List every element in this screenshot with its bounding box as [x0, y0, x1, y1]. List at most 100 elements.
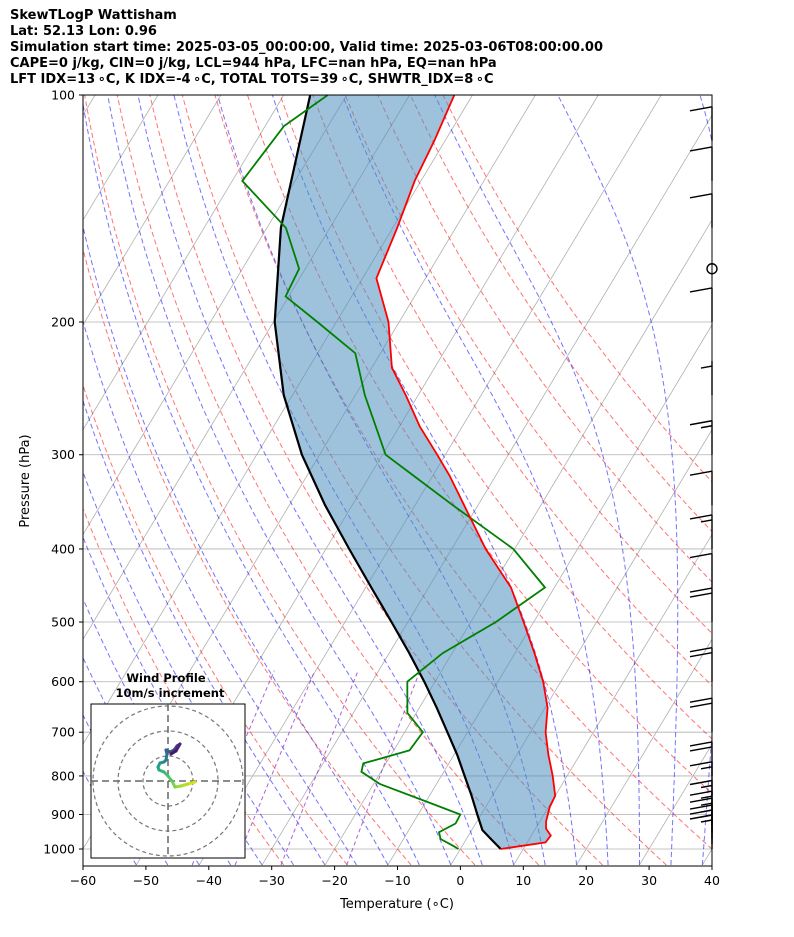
- barb-half: [700, 766, 713, 770]
- wind-barbs: [689, 106, 718, 849]
- cin-shading: [274, 95, 556, 849]
- barb-full: [689, 702, 713, 708]
- barb-full: [689, 647, 713, 653]
- isotherm: [83, 95, 96, 116]
- wind-barb: [689, 741, 713, 776]
- moist-adiabat: [271, 95, 578, 866]
- x-tick-label: −60: [70, 873, 96, 888]
- isotherm: [639, 743, 712, 866]
- y-axis-label: Pressure (hPa): [18, 434, 33, 527]
- x-axis-label: Temperature (∘C): [339, 897, 454, 912]
- barb-half: [700, 365, 713, 369]
- axes: −60 −50 −40 −30 −20 −10 0 10 20 30 40 100 200 300 400 5…: [43, 88, 720, 889]
- barb-full: [689, 470, 713, 476]
- wind-barb: [700, 361, 713, 396]
- wind-barb: [689, 420, 713, 455]
- barb-full: [689, 797, 713, 803]
- wind-barb: [689, 552, 713, 588]
- barb-full: [689, 587, 713, 593]
- barb-full: [689, 697, 713, 703]
- x-tick-label: 40: [704, 873, 720, 888]
- barb-full: [689, 779, 713, 786]
- inset-plot: [91, 704, 245, 858]
- mixing-ratio-line: [346, 670, 421, 866]
- moist-adiabat: [137, 95, 483, 866]
- parcel-line: [273, 95, 502, 850]
- barb-full: [689, 514, 713, 520]
- x-tick-label: −20: [321, 873, 347, 888]
- dry-adiabat: [312, 95, 712, 687]
- moist-adiabat: [83, 224, 389, 866]
- barb-full: [689, 287, 713, 293]
- wind-barb: [689, 470, 713, 506]
- barb-half: [700, 809, 713, 813]
- dewpoint-line: [241, 95, 547, 850]
- x-tick-label: 0: [456, 873, 464, 888]
- dry-adiabat: [83, 247, 412, 866]
- location-line: Lat: 52.13 Lon: 0.96: [10, 24, 157, 39]
- wind-barb: [689, 697, 713, 733]
- dry-adiabat: [409, 95, 712, 533]
- moist-adiabat: [434, 95, 640, 865]
- calm-wind-marker: [706, 263, 718, 275]
- moist-adiabat: [83, 399, 326, 866]
- dry-adiabat: [377, 95, 712, 583]
- y-tick-label: 1000: [43, 842, 75, 857]
- y-tick-label: 400: [51, 541, 75, 556]
- barb-full: [689, 652, 713, 658]
- y-tick-label: 600: [51, 674, 75, 689]
- moist-adiabat: [107, 95, 452, 866]
- y-tick-label: 200: [51, 314, 75, 329]
- isotherm: [576, 638, 712, 866]
- barb-half: [700, 784, 713, 789]
- wind-barb: [689, 587, 713, 623]
- chart-title: SkewTLogP Wattisham: [10, 8, 177, 23]
- isotherm: [261, 114, 712, 866]
- wind-barb: [689, 514, 713, 549]
- wind-barb: [689, 146, 713, 181]
- dry-adiabat: [84, 95, 476, 866]
- isotherm: [83, 95, 222, 326]
- moist-adiabat: [83, 656, 200, 866]
- barb-full: [689, 761, 713, 767]
- isotherm: [702, 848, 712, 866]
- x-tick-label: −10: [384, 873, 410, 888]
- barb-half: [700, 802, 713, 806]
- wind-barb: [689, 804, 713, 840]
- moist-adiabat: [83, 319, 357, 866]
- dry-adiabat: [344, 95, 712, 635]
- x-tick-label: 30: [641, 873, 657, 888]
- indices-line: CAPE=0 j/kg, CIN=0 j/kg, LCL=944 hPa, LF…: [10, 56, 497, 71]
- hodograph-segment: [169, 749, 178, 756]
- moist-adiabat: [83, 100, 420, 866]
- x-tick-label: −30: [259, 873, 285, 888]
- barb-full: [689, 106, 713, 112]
- barb-full: [689, 592, 713, 598]
- x-tick-label: 10: [515, 873, 531, 888]
- barb-full: [689, 804, 713, 810]
- isotherm: [83, 95, 348, 536]
- wind-barb: [689, 193, 713, 228]
- wind-barb: [689, 809, 713, 845]
- dry-adiabat: [442, 95, 712, 483]
- y-tick-label: 900: [51, 807, 75, 822]
- isotherm: [324, 219, 712, 866]
- wind-barb: [689, 647, 713, 682]
- time-line: Simulation start time: 2025-03-05_00:00:…: [10, 40, 603, 55]
- barb-full: [689, 146, 713, 152]
- barb-full: [689, 790, 713, 796]
- x-tick-label: 20: [578, 873, 594, 888]
- wind-barb: [689, 106, 713, 141]
- barb-full: [689, 746, 713, 752]
- barb-half: [700, 519, 713, 523]
- inset-subtitle: 10m/s increment: [116, 686, 225, 700]
- barb-half: [700, 795, 713, 799]
- barb-full: [689, 741, 713, 747]
- wind-profile-inset: [90, 703, 246, 859]
- barb-half: [700, 819, 713, 823]
- moist-adiabat: [699, 95, 712, 866]
- isotherm: [513, 533, 712, 866]
- y-tick-label: 500: [51, 615, 75, 630]
- x-tick-label: −50: [133, 873, 159, 888]
